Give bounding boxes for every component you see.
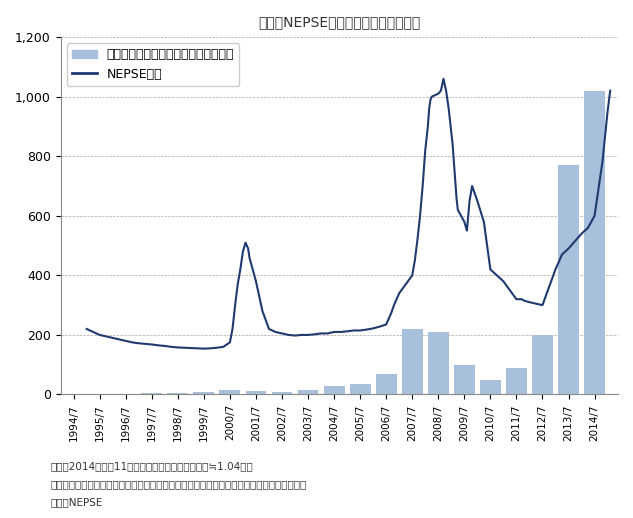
Bar: [532, 335, 553, 395]
Bar: [454, 365, 475, 395]
Bar: [584, 91, 605, 395]
Bar: [141, 393, 162, 395]
Text: 注２：各年の年間売買代金は、ネパールの会計年度（７月中旬～翌年７月中旬）に基づく。: 注２：各年の年間売買代金は、ネパールの会計年度（７月中旬～翌年７月中旬）に基づく…: [51, 479, 307, 489]
Bar: [167, 393, 188, 395]
Bar: [558, 165, 579, 395]
Text: 注１：2014年８月11日現在、１ネパール・ルピー≒1.04円。: 注１：2014年８月11日現在、１ネパール・ルピー≒1.04円。: [51, 461, 253, 471]
Bar: [428, 332, 449, 395]
Title: 図表：NEPSEにおける売買代金の推移: 図表：NEPSEにおける売買代金の推移: [258, 15, 420, 29]
Bar: [298, 390, 318, 395]
Legend: 年間売買代金（億ネパール・ルピー）, NEPSE指数: 年間売買代金（億ネパール・ルピー）, NEPSE指数: [67, 44, 239, 85]
Bar: [89, 394, 110, 395]
Bar: [194, 392, 215, 395]
Bar: [349, 384, 370, 395]
Bar: [63, 394, 84, 395]
Bar: [323, 385, 344, 395]
Bar: [506, 368, 527, 395]
Text: 出所：NEPSE: 出所：NEPSE: [51, 497, 103, 507]
Bar: [480, 380, 501, 395]
Bar: [376, 373, 397, 395]
Bar: [272, 392, 292, 395]
Bar: [402, 329, 423, 395]
Bar: [115, 394, 136, 395]
Bar: [220, 390, 241, 395]
Bar: [246, 391, 266, 395]
